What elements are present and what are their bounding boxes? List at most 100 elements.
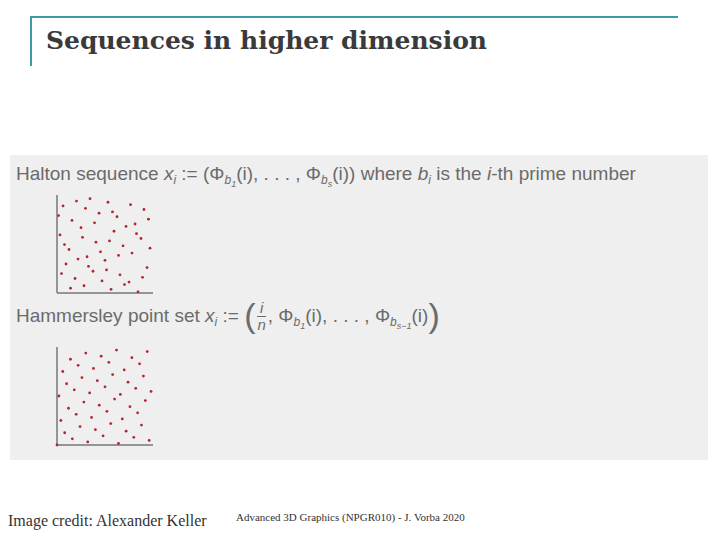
- subscript: i: [428, 173, 431, 187]
- point: [140, 424, 143, 427]
- point: [146, 350, 149, 353]
- point: [59, 233, 62, 236]
- formula-text: :=: [217, 305, 244, 326]
- formula-text: , Φ: [268, 305, 294, 326]
- image-credit: Image credit: Alexander Keller: [8, 512, 207, 530]
- point: [86, 441, 89, 444]
- point: [57, 214, 60, 217]
- point: [100, 355, 103, 358]
- point: [67, 407, 70, 410]
- point: [135, 232, 138, 235]
- point: [136, 411, 139, 414]
- subscript-text: b: [224, 173, 231, 187]
- point: [99, 250, 102, 253]
- point: [130, 356, 133, 359]
- subscript: i: [215, 315, 218, 329]
- points: [56, 349, 153, 447]
- point: [95, 241, 98, 244]
- point: [131, 252, 134, 255]
- x-axis-line: [57, 444, 153, 446]
- formula-text: is the: [431, 163, 487, 184]
- point: [146, 266, 149, 269]
- point: [106, 410, 109, 413]
- formula-text: (Φ: [198, 163, 225, 184]
- formula-text: Hammersley point set: [16, 305, 205, 326]
- point: [116, 215, 119, 218]
- point: [113, 230, 116, 233]
- point: [123, 369, 126, 372]
- point: [123, 283, 126, 286]
- point: [87, 265, 90, 268]
- subscript: i: [173, 173, 176, 187]
- points: [57, 197, 151, 293]
- numerator: i: [257, 300, 265, 317]
- point: [141, 276, 144, 279]
- subscript: b1: [294, 315, 306, 329]
- point: [90, 416, 93, 419]
- formula-text: x: [164, 163, 174, 184]
- point: [59, 419, 62, 422]
- subscript-text: i: [215, 315, 218, 329]
- point: [148, 439, 151, 442]
- subscript-text: b: [390, 315, 397, 329]
- point: [77, 364, 80, 367]
- point: [143, 208, 146, 211]
- point: [109, 422, 112, 425]
- point: [81, 376, 84, 379]
- point: [60, 272, 63, 275]
- point: [137, 290, 140, 293]
- subscript-2: 1: [231, 179, 236, 189]
- point: [79, 425, 82, 428]
- subscript-2: s−1: [397, 321, 412, 331]
- formula-text: x: [205, 305, 215, 326]
- point: [105, 269, 108, 272]
- subscript: bs−1: [390, 315, 411, 329]
- point: [92, 367, 95, 370]
- point: [58, 395, 61, 398]
- point: [127, 381, 130, 384]
- point: [65, 263, 68, 266]
- formula: Hammersley point set xi := (in, Φb1(i), …: [16, 300, 440, 336]
- subscript-2: s: [328, 179, 333, 189]
- point: [115, 349, 118, 352]
- point: [138, 362, 141, 365]
- point: [98, 212, 101, 215]
- point: [108, 240, 111, 243]
- fraction: in: [257, 300, 265, 333]
- point: [92, 270, 95, 273]
- formula-text: where: [355, 163, 417, 184]
- point: [71, 219, 74, 222]
- subscript-text: i: [428, 173, 431, 187]
- point: [68, 248, 71, 251]
- point: [134, 223, 137, 226]
- point: [71, 437, 74, 440]
- point: [129, 203, 132, 206]
- point: [56, 444, 59, 447]
- formula-text: i: [487, 163, 491, 184]
- point: [142, 375, 145, 378]
- point: [111, 211, 114, 214]
- point: [102, 434, 105, 437]
- formula: Halton sequence xi := (Φb1(i), . . . , Φ…: [16, 160, 636, 196]
- formula-text: b: [418, 163, 429, 184]
- point: [82, 401, 85, 404]
- point: [94, 428, 97, 431]
- point: [107, 361, 110, 364]
- point: [69, 358, 72, 361]
- point: [119, 393, 122, 396]
- point: [111, 373, 114, 376]
- formula-text: (i): [412, 305, 429, 326]
- footer: Advanced 3D Graphics (NPGR010) - J. Vorb…: [236, 511, 465, 523]
- point: [89, 197, 92, 200]
- point: [132, 436, 135, 439]
- point: [84, 207, 87, 210]
- formula-text: ): [428, 296, 439, 334]
- formula-text: (i), . . . , Φ: [305, 305, 390, 326]
- point: [104, 259, 107, 262]
- point: [149, 247, 152, 250]
- denominator: n: [257, 317, 265, 333]
- point: [96, 379, 99, 382]
- point: [121, 418, 124, 421]
- point: [81, 236, 84, 239]
- point: [107, 201, 110, 204]
